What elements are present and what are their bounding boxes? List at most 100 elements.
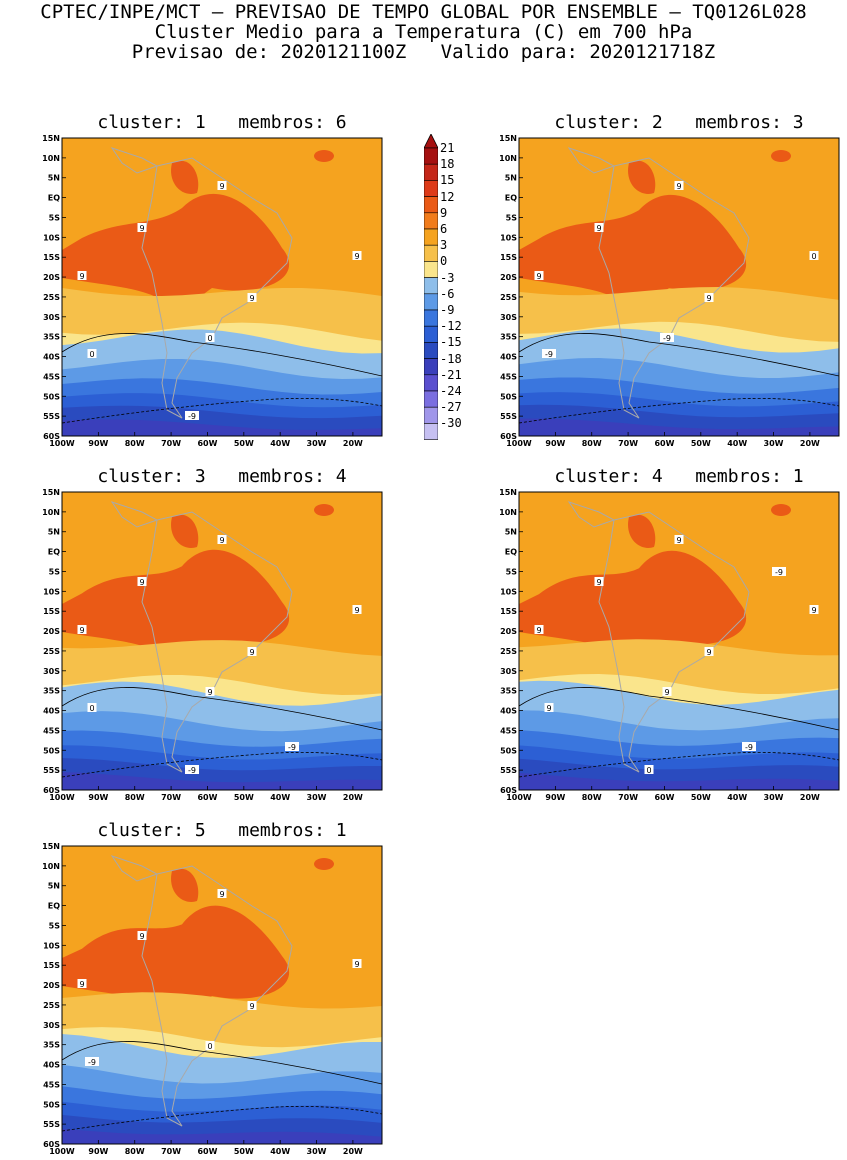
contour-label: 9 <box>546 704 551 713</box>
contour-label: -9 <box>188 412 196 421</box>
colorbar-label: -27 <box>440 400 462 415</box>
colorbar-label: -15 <box>440 335 462 350</box>
contour-label: 9 <box>596 578 601 587</box>
lon-tick-label: 80W <box>125 439 145 448</box>
lat-tick-label: EQ <box>48 902 60 911</box>
contour-label: -9 <box>88 1058 96 1067</box>
lat-tick-label: 30S <box>43 313 60 322</box>
lat-tick-label: 5N <box>505 174 517 183</box>
colorbar-label: -21 <box>440 367 462 382</box>
lon-tick-label: 80W <box>125 793 145 802</box>
colorbar-label: -9 <box>440 303 455 317</box>
lon-tick-label: 100W <box>49 439 75 448</box>
lat-tick-label: 35S <box>500 687 517 696</box>
contour-label: 9 <box>706 648 711 657</box>
lat-tick-label: EQ <box>505 194 517 203</box>
lon-tick-label: 100W <box>506 793 532 802</box>
lon-tick-label: 20W <box>343 793 363 802</box>
cluster-1-map: 9 9 9 9 9 0 0 -9 15N 10N 5N EQ 5S 10S 15S 20S 25S 30S 35S 4… <box>42 134 383 448</box>
lat-tick-label: 10N <box>42 154 60 163</box>
lat-tick-label: 5N <box>48 528 60 537</box>
contour-label: 9 <box>596 224 601 233</box>
lat-tick-label: 20S <box>500 627 517 636</box>
colorbar-label: 18 <box>440 157 455 172</box>
lon-tick-label: 70W <box>161 793 181 802</box>
contour-label: -9 <box>745 743 753 752</box>
header-line-2: Cluster Medio para a Temperatura (C) em … <box>154 21 693 43</box>
lon-tick-label: 90W <box>88 793 108 802</box>
lon-tick-label: 20W <box>343 439 363 448</box>
lon-tick-label: 60W <box>654 439 674 448</box>
lat-tick-label: 5N <box>48 882 60 891</box>
contour-label: 0 <box>811 252 816 261</box>
lat-tick-label: 50S <box>500 392 517 401</box>
lon-tick-label: 50W <box>234 439 254 448</box>
lon-tick-label: 90W <box>88 1147 108 1156</box>
contour-label: 9 <box>207 688 212 697</box>
lat-tick-label: 50S <box>43 1100 60 1109</box>
lat-tick-label: 40S <box>43 1061 60 1070</box>
lat-tick-label: 40S <box>500 707 517 716</box>
contour-label: 0 <box>207 334 212 343</box>
lat-tick-label: 15S <box>500 253 517 262</box>
colorbar-label: 0 <box>440 254 448 269</box>
header-line-3: Previsao de: 2020121100Z Valido para: 20… <box>131 41 716 63</box>
contour-label: 9 <box>139 932 144 941</box>
lon-tick-label: 90W <box>545 439 565 448</box>
colorbar-label: -24 <box>440 384 462 398</box>
header-line-1: CPTEC/INPE/MCT – PREVISAO DE TEMPO GLOBA… <box>40 1 807 23</box>
lat-tick-label: 45S <box>500 372 517 381</box>
contour-label: 9 <box>249 648 254 657</box>
lat-tick-label: 55S <box>43 1120 60 1129</box>
lon-tick-label: 30W <box>307 793 327 802</box>
lat-tick-label: 20S <box>43 627 60 636</box>
lat-tick-label: 15S <box>500 607 517 616</box>
colorbar-label: 12 <box>440 189 455 204</box>
lat-tick-label: 20S <box>500 273 517 282</box>
contour-label: -9 <box>288 743 296 752</box>
contour-label: 9 <box>676 182 681 191</box>
lat-tick-label: EQ <box>48 548 60 557</box>
cluster-3-title: cluster: 3 membros: 4 <box>97 466 347 487</box>
lon-tick-label: 70W <box>161 1147 181 1156</box>
lat-tick-label: 45S <box>43 1080 60 1089</box>
lon-tick-label: 20W <box>343 1147 363 1156</box>
colorbar-label: -30 <box>440 416 462 431</box>
lat-tick-label: 30S <box>43 667 60 676</box>
lon-tick-label: 20W <box>800 439 820 448</box>
contour-label: 9 <box>249 1002 254 1011</box>
lat-tick-label: 55S <box>500 766 517 775</box>
lat-tick-label: 20S <box>43 981 60 990</box>
lat-tick-label: 25S <box>500 647 517 656</box>
lat-tick-label: 40S <box>500 353 517 362</box>
lon-tick-label: 50W <box>691 439 711 448</box>
cluster-2-map: 9 9 9 9 0 -9 -9 15N 10N 5N EQ 5S 10S 15S 20S 25S 30S 35S 4… <box>499 134 840 448</box>
lat-tick-label: 45S <box>43 372 60 381</box>
lon-tick-label: 60W <box>197 439 217 448</box>
lat-tick-label: 15N <box>499 134 517 143</box>
lon-tick-label: 40W <box>270 439 290 448</box>
lon-tick-label: 90W <box>88 439 108 448</box>
colorbar-label: -3 <box>440 270 455 285</box>
lat-tick-label: 50S <box>43 746 60 755</box>
cluster-5-title: cluster: 5 membros: 1 <box>97 820 347 841</box>
contour-label: 9 <box>536 626 541 635</box>
cluster-5-map: 9 9 9 9 9 0 -9 15N 10N 5N EQ 5S 10S 15S 20S 25S 30S 35S 40… <box>42 842 383 1156</box>
colorbar-label: 15 <box>440 173 455 188</box>
lat-tick-label: 10S <box>500 233 517 242</box>
contour-label: 9 <box>664 688 669 697</box>
lat-tick-label: 55S <box>500 412 517 421</box>
lat-tick-label: 15S <box>43 253 60 262</box>
lon-tick-label: 40W <box>270 1147 290 1156</box>
contour-label: 9 <box>354 960 359 969</box>
lon-tick-label: 80W <box>582 793 602 802</box>
lat-tick-label: 20S <box>43 273 60 282</box>
contour-label: 9 <box>139 224 144 233</box>
contour-label: 9 <box>79 272 84 281</box>
contour-label: 9 <box>79 626 84 635</box>
contour-label: 0 <box>646 766 651 775</box>
cluster-1-title: cluster: 1 membros: 6 <box>97 112 347 133</box>
lon-tick-label: 70W <box>618 793 638 802</box>
lon-tick-label: 40W <box>727 793 747 802</box>
